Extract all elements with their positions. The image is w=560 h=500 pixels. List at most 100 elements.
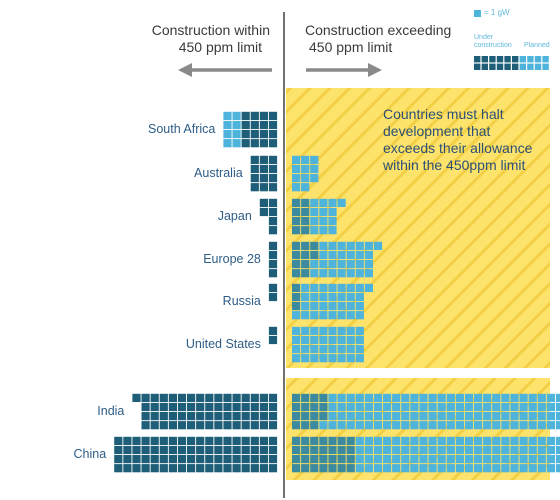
- within-square: [223, 445, 232, 455]
- exceeding-square: [428, 421, 437, 430]
- exceeding-square: [401, 402, 410, 412]
- exceeding-square: [383, 393, 392, 402]
- exceeding-square: [364, 436, 373, 445]
- legend-unit-square: [474, 10, 481, 17]
- exceeding-square: [455, 393, 464, 402]
- exceeding-square: [410, 421, 419, 430]
- within-square: [268, 241, 278, 250]
- within-square: [132, 436, 141, 445]
- exceeding-square: [328, 345, 337, 354]
- exceeding-square: [483, 402, 492, 412]
- exceeding-square: [337, 421, 346, 430]
- exceeding-square: [455, 445, 464, 455]
- within-square: [177, 402, 187, 412]
- legend-square: [519, 56, 526, 63]
- exceeding-square: [419, 393, 428, 402]
- exceeding-square: [446, 436, 455, 445]
- within-square: [268, 226, 278, 235]
- within-square: [141, 436, 150, 445]
- exceeding-square: [328, 226, 337, 235]
- exceeding-square: [455, 412, 464, 421]
- within-square: [268, 412, 278, 421]
- exceeding-square: [346, 250, 355, 260]
- exceeding-square: [528, 421, 537, 430]
- within-square: [114, 445, 123, 455]
- exceeding-square: [437, 412, 446, 421]
- exceeding-square: [319, 354, 328, 363]
- exceeding-square: [383, 402, 392, 412]
- within-square: [268, 436, 278, 445]
- exceeding-square: [492, 455, 501, 464]
- within-square: [259, 436, 268, 445]
- exceeding-square: [373, 445, 383, 455]
- exceeding-square: [537, 464, 546, 473]
- within-square: [250, 183, 259, 192]
- exceeding-square: [373, 393, 383, 402]
- exceeding-square: [519, 455, 528, 464]
- within-square: [250, 455, 259, 464]
- exceeding-square: [410, 455, 419, 464]
- within-square: [268, 260, 278, 269]
- exceeding-square: [319, 445, 328, 455]
- exceeding-square: [292, 311, 301, 320]
- exceeding-square: [328, 354, 337, 363]
- within-square: [150, 393, 159, 402]
- exceeding-square: [346, 345, 355, 354]
- exceeding-square: [373, 241, 383, 250]
- within-square: [223, 436, 232, 445]
- exceeding-square: [401, 421, 410, 430]
- exceeding-square: [555, 421, 560, 430]
- exceeding-square: [364, 241, 373, 250]
- exceeding-square: [383, 445, 392, 455]
- exceeding-square: [446, 421, 455, 430]
- within-square: [268, 292, 278, 302]
- exceeding-square: [355, 269, 364, 278]
- within-square: [168, 393, 177, 402]
- exceeding-square: [546, 393, 555, 402]
- within-square: [177, 421, 187, 430]
- exceeding-square: [301, 445, 310, 455]
- within-square: [241, 412, 250, 421]
- country-label: South Africa: [147, 122, 216, 136]
- exceeding-square: [292, 155, 301, 164]
- exceeding-square: [528, 445, 537, 455]
- exceeding-square: [455, 421, 464, 430]
- country-label: India: [97, 404, 125, 418]
- exceeding-square: [319, 464, 328, 473]
- exceeding-square: [364, 455, 373, 464]
- within-square: [268, 111, 278, 120]
- within-square: [123, 464, 132, 473]
- exceeding-square: [355, 445, 364, 455]
- within-square: [159, 455, 168, 464]
- within-square: [268, 326, 278, 335]
- exceeding-square: [319, 207, 328, 217]
- exceeding-square: [355, 402, 364, 412]
- exceeding-square: [346, 354, 355, 363]
- exceeding-square: [546, 445, 555, 455]
- within-square: [268, 217, 278, 226]
- exceeding-square: [301, 393, 310, 402]
- within-square: [114, 455, 123, 464]
- exceeding-square: [337, 436, 346, 445]
- within-square: [259, 455, 268, 464]
- exceeding-square: [355, 302, 364, 311]
- exceeding-square: [474, 455, 483, 464]
- exceeding-square: [319, 455, 328, 464]
- within-square: [268, 393, 278, 402]
- exceeding-square: [519, 464, 528, 473]
- exceeding-square: [364, 393, 373, 402]
- exceeding-square: [301, 326, 310, 335]
- exceeding-square: [464, 445, 474, 455]
- exceeding-square: [537, 393, 546, 402]
- within-square: [268, 335, 278, 345]
- within-square: [132, 455, 141, 464]
- exceeding-square: [319, 326, 328, 335]
- within-square: [259, 393, 268, 402]
- country-label: China: [73, 447, 107, 461]
- legend-square: [527, 63, 534, 70]
- within-square: [187, 445, 196, 455]
- within-square: [241, 130, 250, 139]
- exceeding-square: [555, 412, 560, 421]
- exceeding-square: [419, 436, 428, 445]
- within-square: [241, 111, 250, 120]
